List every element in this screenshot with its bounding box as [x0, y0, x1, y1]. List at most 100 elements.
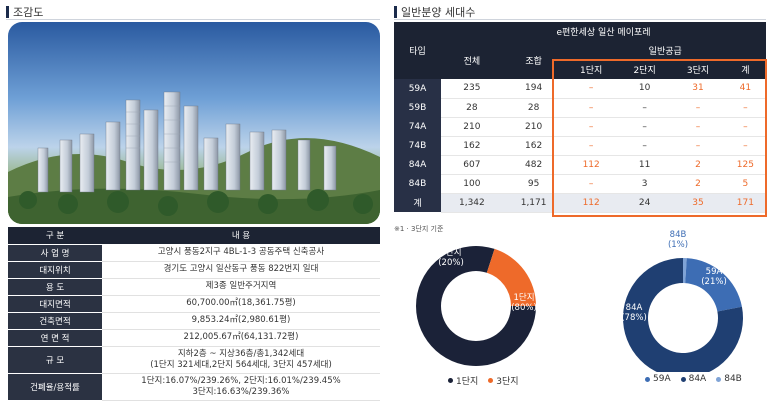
cell-complex-2: 11 [617, 155, 672, 175]
table-row: 건축면적 9,853.24㎡(2,980.61평) [8, 312, 380, 330]
cell-total: 210 [441, 117, 503, 137]
row-value: 1단지:16.07%/239.26%, 2단지:16.01%/239.45% 3… [102, 373, 380, 401]
slice-label-line: 84B [670, 230, 687, 240]
header-complex-name: e편한세상 일산 메이포레 [441, 22, 766, 41]
cell-union: 482 [502, 155, 565, 175]
title-bar-marker [6, 6, 9, 18]
table-row: 대지위치 경기도 고양시 일산동구 풍동 822번지 일대 [8, 261, 380, 279]
cell-total: 162 [441, 136, 503, 156]
cell-total: 607 [441, 155, 503, 175]
row-type: 59B [394, 98, 441, 117]
cell-union: 210 [502, 117, 565, 137]
table-row: 84A 607 482 112 11 2 125 [394, 155, 766, 175]
legend-swatch [448, 378, 453, 383]
donut-slice-1단지 [416, 246, 536, 366]
table-row: 74A 210 210– – – – [394, 117, 766, 137]
cell-union: 95 [502, 174, 565, 194]
cell-complex-1: 112 [564, 193, 618, 213]
project-info-table: 구 분 내 용 사 업 명 고양시 풍동2지구 4BL-1-3 공동주택 신축공… [8, 227, 380, 401]
row-key: 건폐율/용적률 [8, 373, 102, 401]
legend-item: 3단지 [488, 374, 519, 387]
legend-label: 1단지 [456, 377, 479, 387]
row-value-line1: 지하2층 ~ 지상36층/총1,342세대 [177, 348, 305, 359]
donut-chart-complex: 1단지 (80%) 3단지 (20%) [416, 246, 537, 366]
section-divider [394, 19, 766, 20]
row-type: 84B [394, 174, 441, 193]
cell-union: 162 [502, 136, 565, 156]
cell-complex-2: 24 [617, 193, 672, 213]
row-key: 용 도 [8, 278, 102, 296]
cell-complex-3: – [671, 98, 725, 118]
cell-total: 100 [441, 174, 503, 194]
table-row: 59A 235 194–10 31 41 [394, 79, 766, 99]
row-value: 고양시 풍동2지구 4BL-1-3 공동주택 신축공사 [102, 244, 380, 262]
row-key: 대지면적 [8, 295, 102, 313]
slice-label-line: (20%) [438, 258, 464, 268]
cell-complex-2: – [617, 136, 672, 156]
donut-slice-label: 3단지 (20%) [438, 247, 464, 268]
cell-complex-3: – [671, 136, 725, 156]
legend-item: 84B [716, 374, 742, 384]
section-title-text: 조감도 [13, 6, 44, 19]
row-value-line2: (1단지 321세대,2단지 564세대, 3단지 457세대) [150, 359, 332, 370]
row-type: 74B [394, 136, 441, 155]
row-type: 74A [394, 117, 441, 136]
cell-total: 28 [441, 98, 503, 118]
legend-label: 84A [688, 374, 707, 384]
donut-slice-59A [685, 258, 742, 312]
row-type: 59A [394, 79, 441, 98]
row-value: 212,005.67㎡(64,131.72평) [102, 329, 380, 347]
row-value: 제3종 일반주거지역 [102, 278, 380, 296]
donut-slice-label: 1단지 (80%) [511, 292, 537, 313]
table-row: 용 도 제3종 일반주거지역 [8, 278, 380, 296]
legend-complex: 1단지 3단지 [448, 374, 519, 387]
donut-chart-type: 84B (1%) 59A (21%) 84A (78%) [621, 230, 743, 372]
cell-complex-2: – [617, 117, 672, 137]
header-type: 타입 [394, 22, 441, 79]
cell-complex-3: – [671, 117, 725, 137]
row-value: 60,700.00㎡(18,361.75평) [102, 295, 380, 313]
donut-slice-84B [683, 258, 687, 284]
legend-type: 59A 84A 84B [645, 374, 742, 384]
cell-sum: – [724, 136, 766, 156]
donut-slice-label: 84A (78%) [621, 303, 647, 323]
row-value: 지하2층 ~ 지상36층/총1,342세대 (1단지 321세대,2단지 564… [102, 346, 380, 374]
title-bar-marker [394, 6, 397, 18]
header-sum: 계 [724, 60, 766, 79]
donut-slice-label: 84B (1%) [668, 230, 688, 250]
legend-item: 84A [680, 374, 707, 384]
cell-sum: 5 [724, 174, 766, 194]
cell-sum: – [724, 98, 766, 118]
row-key: 연 면 적 [8, 329, 102, 347]
cell-union: 194 [502, 79, 565, 99]
slice-label-line: 3단지 [440, 247, 461, 258]
table-row: 사 업 명 고양시 풍동2지구 4BL-1-3 공동주택 신축공사 [8, 244, 380, 262]
slice-label-line: 1단지 [513, 292, 534, 303]
header-complex-2: 2단지 [617, 60, 672, 79]
table-header-row: 구 분 내 용 [8, 227, 380, 245]
legend-swatch [716, 376, 722, 382]
header-general-supply: 일반공급 [564, 41, 766, 60]
donut-slice-3단지 [486, 248, 536, 306]
table-row: 연 면 적 212,005.67㎡(64,131.72평) [8, 329, 380, 347]
cell-complex-2: – [617, 98, 672, 118]
header-category: 구 분 [8, 227, 102, 245]
section-title-units: 일반분양 세대수 [394, 4, 475, 20]
table-row: 대지면적 60,700.00㎡(18,361.75평) [8, 295, 380, 313]
row-value: 9,853.24㎡(2,980.61평) [102, 312, 380, 330]
header-total: 전체 [441, 41, 503, 79]
cell-complex-1: – [564, 79, 618, 99]
header-complex-1: 1단지 [564, 60, 618, 79]
cell-complex-1: – [564, 98, 618, 118]
donut-slice-84A [623, 258, 743, 372]
row-type: 계 [394, 193, 441, 212]
table-row: 74B 162 162– – – – [394, 136, 766, 156]
slice-label-line: (80%) [511, 303, 537, 313]
table-row: 규 모 지하2층 ~ 지상36층/총1,342세대 (1단지 321세대,2단지… [8, 346, 380, 374]
cell-complex-3: 2 [671, 174, 725, 194]
slice-label-line: (1%) [668, 240, 688, 250]
table-header-row: 전체 조합 일반공급 [394, 41, 766, 79]
section-divider [6, 19, 380, 20]
section-title-text: 일반분양 세대수 [401, 6, 476, 19]
row-key: 대지위치 [8, 261, 102, 279]
